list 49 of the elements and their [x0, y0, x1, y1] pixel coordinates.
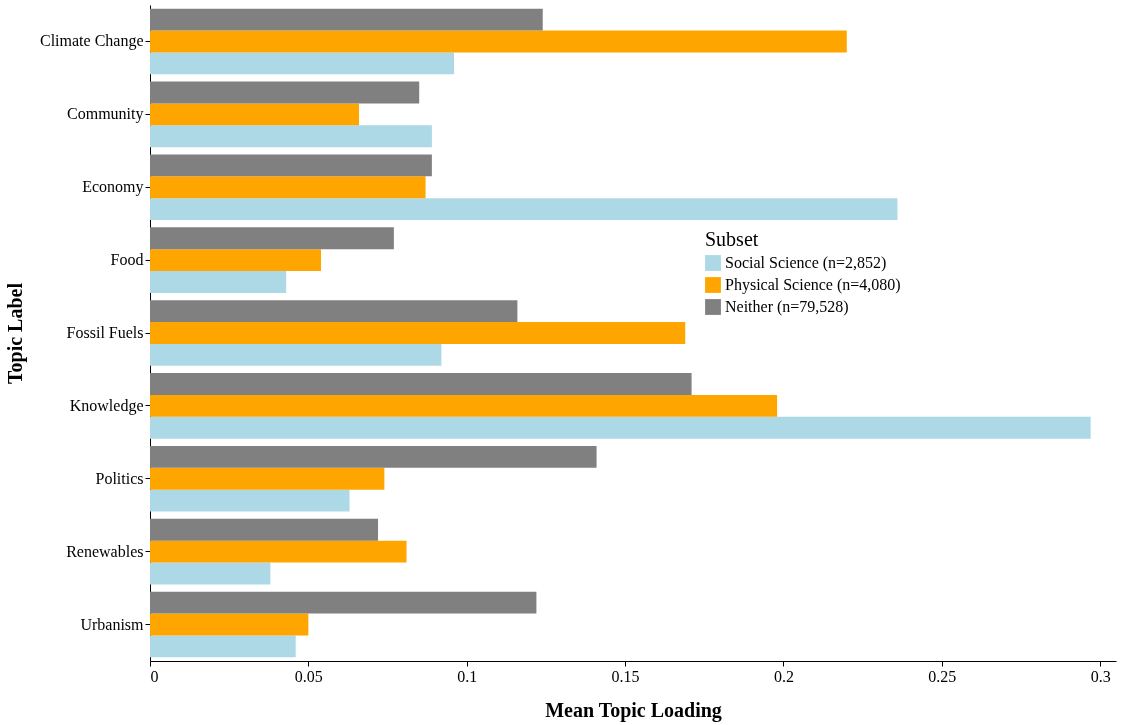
bar [150, 176, 426, 199]
x-axis-title: Mean Topic Loading [545, 698, 722, 722]
bar [150, 467, 385, 490]
y-tick-label: Economy [82, 178, 144, 197]
bar [150, 518, 379, 541]
bar [150, 8, 543, 31]
x-tick-label: 0.1 [457, 667, 478, 685]
bar [150, 394, 778, 417]
y-tick-label: Renewables [66, 542, 144, 560]
y-tick-label: Fossil Fuels [66, 324, 144, 341]
y-tick-label: Food [110, 251, 144, 269]
bar [150, 562, 271, 585]
x-tick-label: 0.25 [928, 667, 957, 685]
y-tick-label: Politics [95, 469, 144, 487]
bar [150, 154, 432, 177]
y-tick-label: Urbanism [80, 615, 145, 633]
legend-label: Neither (n=79,528) [725, 298, 849, 316]
bar [150, 343, 442, 366]
bar [150, 445, 597, 468]
x-tick-label: 0 [150, 667, 159, 685]
bar [150, 198, 898, 221]
legend-label: Physical Science (n=4,080) [725, 276, 901, 294]
x-tick-label: 0.2 [773, 667, 794, 685]
bar [150, 591, 537, 614]
bar [150, 300, 518, 323]
x-tick-label: 0.15 [611, 667, 640, 685]
bar [150, 271, 287, 293]
bar [150, 81, 420, 104]
bar [150, 489, 350, 512]
bar [150, 103, 360, 126]
x-tick-label: 0.05 [294, 667, 323, 685]
y-tick-label: Climate Change [39, 32, 144, 51]
bar [150, 540, 407, 563]
bar [150, 635, 296, 658]
legend-title: Subset [705, 228, 759, 250]
bar [150, 322, 686, 344]
bar [150, 30, 847, 53]
y-axis-title: Topic Label [3, 282, 27, 384]
bar [150, 249, 322, 272]
x-tick-label: 0.3 [1090, 667, 1111, 685]
y-tick-label: Community [67, 105, 144, 124]
bar [150, 613, 309, 636]
bar [150, 52, 455, 75]
y-tick-label: Knowledge [69, 396, 144, 415]
bar [150, 125, 432, 148]
legend-label: Social Science (n=2,852) [725, 254, 887, 272]
bar [150, 373, 692, 395]
bar [150, 227, 394, 250]
bar [150, 416, 1091, 439]
